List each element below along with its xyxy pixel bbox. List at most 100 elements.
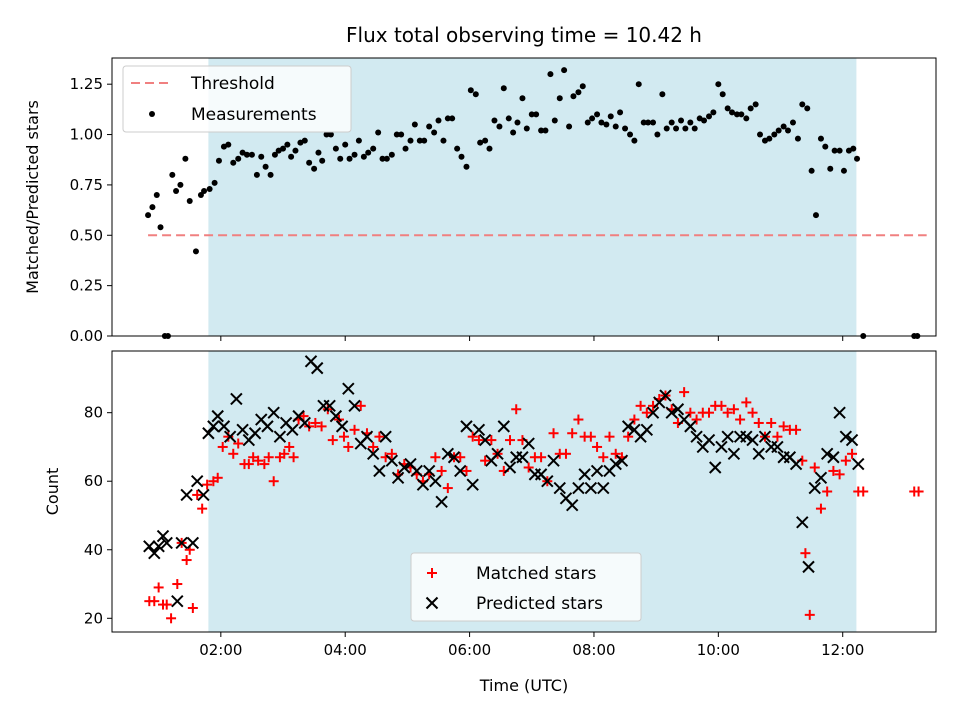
measurement-point [306,159,313,166]
measurement-point [360,153,367,160]
predicted-star-point [565,499,579,512]
predicted-star-point [454,464,467,478]
x-tick-label: 10:00 [697,641,740,659]
predicted-star-point-d2 [814,471,828,484]
predicted-star-point [466,478,479,491]
predicted-star-point-d2 [597,481,610,495]
measurement-point [173,187,180,194]
predicted-star-point-d2 [180,488,193,502]
measurement-point [301,137,308,144]
matched-star-point [259,459,270,470]
predicted-star-point-d2 [175,536,188,550]
matched-star-point [822,486,833,497]
predicted-star-point [180,488,193,502]
matched-star-point [442,483,453,494]
measurement-point [622,125,629,132]
measurement-point [682,125,689,132]
measurement-point [510,129,517,136]
measurement-point [486,145,493,152]
measurement-point [319,157,326,164]
predicted-star-point-d2 [522,437,535,450]
bottom-legend-box [410,552,642,622]
predicted-star-point [814,471,828,484]
predicted-star-point-d2 [740,430,753,443]
predicted-star-point [833,406,846,419]
predicted-star-point-d2 [404,457,417,471]
predicted-star-point-d2 [727,447,741,461]
matched-star-point [217,441,228,452]
predicted-star-point [197,488,210,502]
predicted-star-point-d2 [422,464,436,478]
legend-predicted-marker [425,596,439,610]
matched-star-point [243,459,254,470]
predicted-star-point [190,475,204,488]
matched-star-point [473,435,484,446]
predicted-star-point [175,536,188,550]
predicted-star-point-d2 [298,416,311,430]
measurement-point [421,137,428,144]
measurement-point [617,109,624,116]
matched-star-point [704,407,715,418]
measurement-point [235,155,242,162]
top-y-tick-label: 1.00 [70,126,103,144]
predicted-star-point [441,447,455,461]
legend-threshold-label: Threshold [190,74,275,94]
predicted-star-point-d2 [559,492,573,505]
matched-star-point [834,469,845,480]
measurement-point [579,83,586,90]
matched-star-point [592,441,603,452]
predicted-star-point [839,430,853,443]
matched-star-point [436,465,447,476]
predicted-stars-series [143,355,865,608]
measurement-point [757,131,764,138]
measurement-point [812,212,819,219]
predicted-star-point-d2 [217,420,231,433]
predicted-star-point-d2 [236,423,249,437]
matched-star-point [716,400,727,411]
predicted-star-point-d2 [478,433,492,447]
matched-star-point [288,452,299,463]
matched-star-point [386,448,397,459]
matched-star-point [685,407,696,418]
predicted-star-point-d2 [273,430,287,443]
predicted-star-point-d2 [391,471,405,484]
predicted-star-point-d2 [677,413,691,426]
measurement-point [701,117,708,124]
matched-star-point [804,609,815,620]
top-y-axis-label: Matched/Predicted stars [23,100,42,294]
predicted-star-point [385,454,399,467]
matched-star-point [679,387,690,398]
predicted-star-point [746,433,759,447]
predicted-star-point [410,464,423,478]
top-plot-frame [111,57,937,337]
measurement-point [775,127,782,134]
predicted-star-point-d2 [186,536,200,550]
measurement-point [267,171,274,178]
measurement-point [491,117,498,124]
measurement-point [836,147,843,154]
matched-star-point [461,465,472,476]
bottom-y-axis-label: Count [43,468,62,516]
measurement-point [594,111,601,118]
measurement-point [706,113,713,120]
measurement-point [827,165,834,172]
measurement-point [724,105,731,112]
predicted-star-point [503,461,517,474]
measurement-point [612,123,619,130]
matched-star-point [840,455,851,466]
predicted-star-point-d2 [684,420,697,433]
predicted-star-point [522,437,535,450]
x-tick-label: 12:00 [821,641,864,659]
measurement-point [627,131,634,138]
measurement-point [407,137,414,144]
predicted-star-point-d2 [640,423,654,437]
measurement-point [284,141,291,148]
matched-star-point [635,400,646,411]
measurement-point [393,131,400,138]
measurement-point [784,127,791,134]
measurement-point [388,151,395,158]
predicted-star-point-d2 [820,447,834,461]
measurement-point [351,151,358,158]
matched-star-point [610,448,621,459]
